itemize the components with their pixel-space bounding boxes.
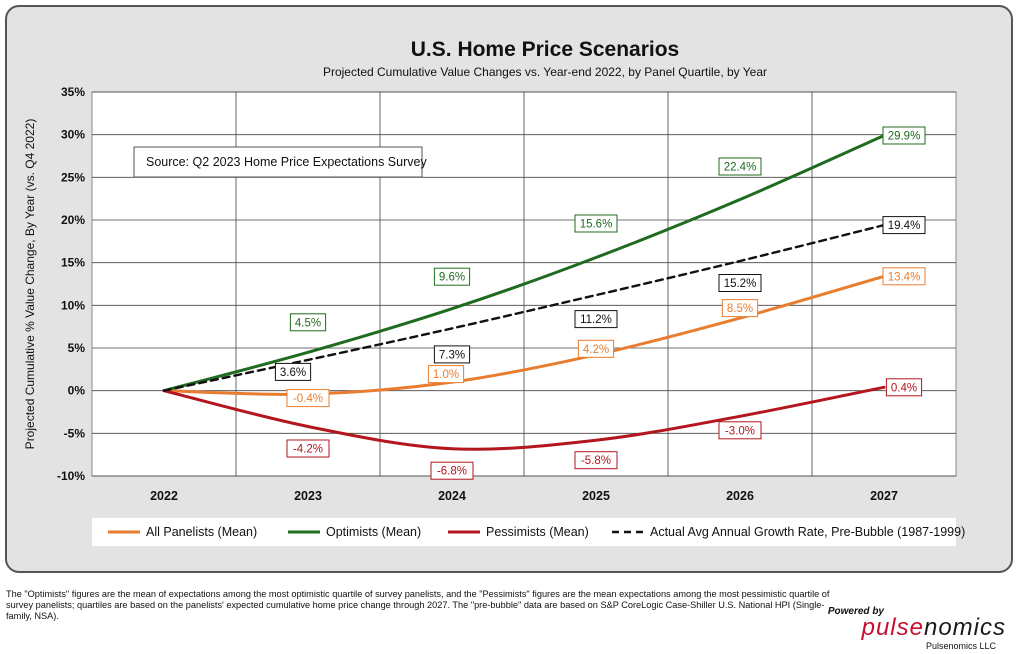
y-axis-ticks: 35% 30% 25% 20% 15% 10% 5% 0% -5% -10% [57, 85, 85, 483]
x-tick-label: 2022 [150, 489, 178, 503]
brand-logo-block: Powered by pulsenomics Pulsenomics LLC [828, 606, 1010, 652]
svg-text:19.4%: 19.4% [888, 220, 921, 232]
svg-text:Actual Avg Annual Growth Rate,: Actual Avg Annual Growth Rate, Pre-Bubbl… [650, 525, 965, 539]
svg-text:15.6%: 15.6% [580, 219, 613, 231]
source-annotation-text: Source: Q2 2023 Home Price Expectations … [146, 155, 427, 169]
legend-item-optimists: Optimists (Mean) [288, 525, 421, 539]
svg-text:Optimists (Mean): Optimists (Mean) [326, 525, 421, 539]
svg-text:4.5%: 4.5% [295, 317, 321, 329]
data-label: 1.0% [427, 365, 465, 384]
data-label: 7.3% [433, 345, 471, 364]
source-annotation: Source: Q2 2023 Home Price Expectations … [133, 146, 427, 178]
data-label: 8.5% [721, 299, 759, 318]
x-tick-label: 2024 [438, 489, 466, 503]
x-tick-label: 2025 [582, 489, 610, 503]
footnote: The "Optimists" figures are the mean of … [6, 589, 830, 621]
data-label: -4.2% [286, 439, 330, 458]
svg-text:29.9%: 29.9% [888, 131, 921, 143]
data-label: 0.4% [885, 378, 923, 397]
data-label: -5.8% [574, 451, 618, 470]
data-label: 15.2% [718, 274, 762, 292]
data-label: 13.4% [882, 267, 926, 286]
data-label: 9.6% [433, 267, 471, 286]
x-tick-label: 2023 [294, 489, 322, 503]
svg-text:All Panelists (Mean): All Panelists (Mean) [146, 525, 257, 539]
y-tick-label: 25% [61, 170, 85, 184]
y-tick-label: 30% [61, 128, 85, 142]
svg-text:7.3%: 7.3% [439, 349, 465, 361]
svg-text:Pessimists (Mean): Pessimists (Mean) [486, 525, 589, 539]
svg-text:-5.8%: -5.8% [581, 455, 611, 467]
chart-title: U.S. Home Price Scenarios [411, 38, 679, 61]
data-label: -6.8% [430, 461, 474, 480]
svg-text:15.2%: 15.2% [724, 278, 757, 290]
grid-lines [92, 91, 956, 477]
svg-text:1.0%: 1.0% [433, 369, 459, 381]
svg-text:-6.8%: -6.8% [437, 466, 467, 478]
data-label: 22.4% [718, 157, 762, 176]
y-tick-label: 20% [61, 213, 85, 227]
x-tick-label: 2027 [870, 489, 898, 503]
svg-text:-3.0%: -3.0% [725, 425, 755, 437]
y-tick-label: -10% [57, 469, 85, 483]
svg-text:-4.2%: -4.2% [293, 444, 323, 456]
y-axis-label: Projected Cumulative % Value Change, By … [23, 119, 37, 450]
company-name: Pulsenomics LLC [925, 641, 996, 651]
svg-text:11.2%: 11.2% [580, 314, 612, 326]
data-label: 4.2% [577, 339, 615, 358]
data-label: 29.9% [882, 126, 926, 145]
y-tick-label: 0% [68, 384, 86, 398]
chart-subtitle: Projected Cumulative Value Changes vs. Y… [323, 65, 767, 79]
series-line-pessimists [162, 385, 886, 451]
y-tick-label: 10% [61, 298, 85, 312]
data-labels: -0.4% 1.0% 4.2% 8.5% 13.4% 4.5% 9.6% 15.6% 22.4%… [274, 126, 926, 480]
data-label: 3.6% [274, 362, 312, 381]
series-line-optimists [162, 134, 886, 393]
svg-text:13.4%: 13.4% [888, 271, 921, 283]
x-axis-ticks: 2022 2023 2024 2025 2026 2027 [150, 489, 898, 503]
data-label: 11.2% [574, 310, 618, 329]
legend-item-pre-bubble: Actual Avg Annual Growth Rate, Pre-Bubbl… [612, 525, 965, 539]
legend-item-all-panelists: All Panelists (Mean) [108, 525, 257, 539]
svg-text:-0.4%: -0.4% [293, 393, 323, 405]
svg-text:22.4%: 22.4% [724, 162, 757, 174]
data-label: -0.4% [286, 389, 330, 408]
data-label: 4.5% [289, 313, 327, 332]
svg-text:0.4%: 0.4% [891, 382, 917, 394]
y-tick-label: -5% [64, 426, 86, 440]
y-tick-label: 15% [61, 256, 85, 270]
legend: All Panelists (Mean) Optimists (Mean) Pess… [92, 518, 965, 546]
data-label: 19.4% [882, 216, 926, 235]
svg-text:3.6%: 3.6% [280, 367, 306, 379]
svg-text:9.6%: 9.6% [439, 272, 465, 284]
legend-item-pessimists: Pessimists (Mean) [448, 525, 589, 539]
svg-text:8.5%: 8.5% [727, 303, 753, 315]
pulsenomics-logo: pulsenomics [861, 614, 1006, 641]
powered-by-text: Powered by [827, 606, 884, 617]
data-label: -3.0% [718, 421, 762, 440]
svg-text:4.2%: 4.2% [583, 344, 609, 356]
y-tick-label: 35% [61, 85, 85, 99]
x-tick-label: 2026 [726, 489, 754, 503]
data-label: 15.6% [574, 214, 618, 233]
y-tick-label: 5% [68, 341, 86, 355]
